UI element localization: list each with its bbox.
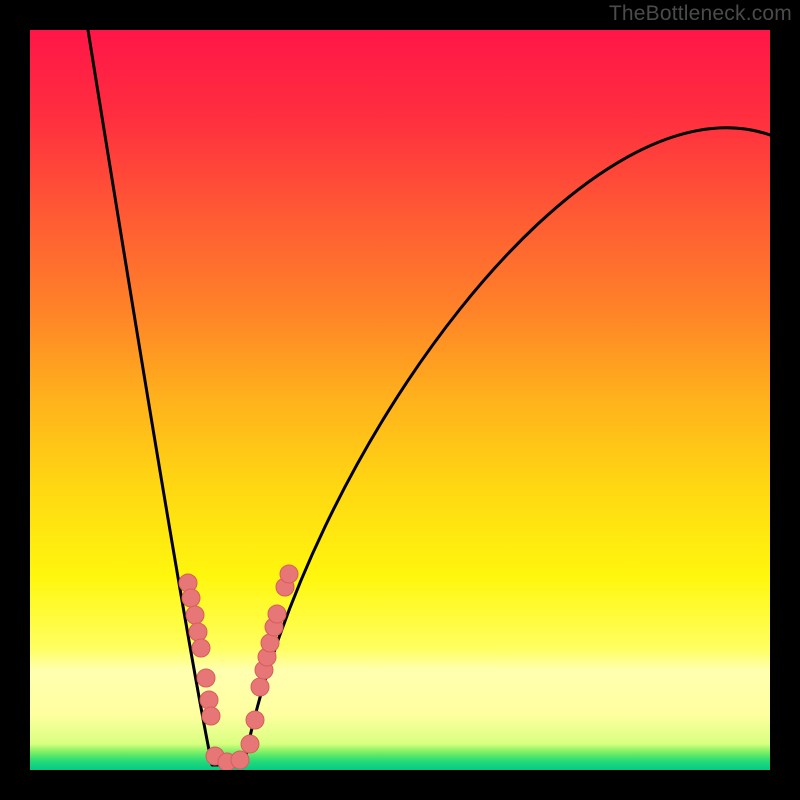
marker-left	[197, 669, 215, 687]
marker-left	[182, 589, 200, 607]
marker-bottom	[241, 735, 259, 753]
marker-left	[189, 623, 207, 641]
marker-right	[268, 605, 286, 623]
chart-svg	[30, 30, 770, 770]
outer-frame: TheBottleneck.com	[0, 0, 800, 800]
marker-left	[186, 606, 204, 624]
marker-right	[261, 634, 279, 652]
valley-curve	[88, 30, 770, 765]
plot-area	[30, 30, 770, 770]
watermark-text: TheBottleneck.com	[609, 2, 792, 26]
marker-layer	[179, 565, 298, 770]
marker-left	[202, 707, 220, 725]
marker-right	[251, 678, 269, 696]
marker-left	[200, 691, 218, 709]
marker-bottom	[231, 751, 249, 769]
marker-bottom	[246, 711, 264, 729]
marker-left	[192, 639, 210, 657]
marker-right	[280, 565, 298, 583]
